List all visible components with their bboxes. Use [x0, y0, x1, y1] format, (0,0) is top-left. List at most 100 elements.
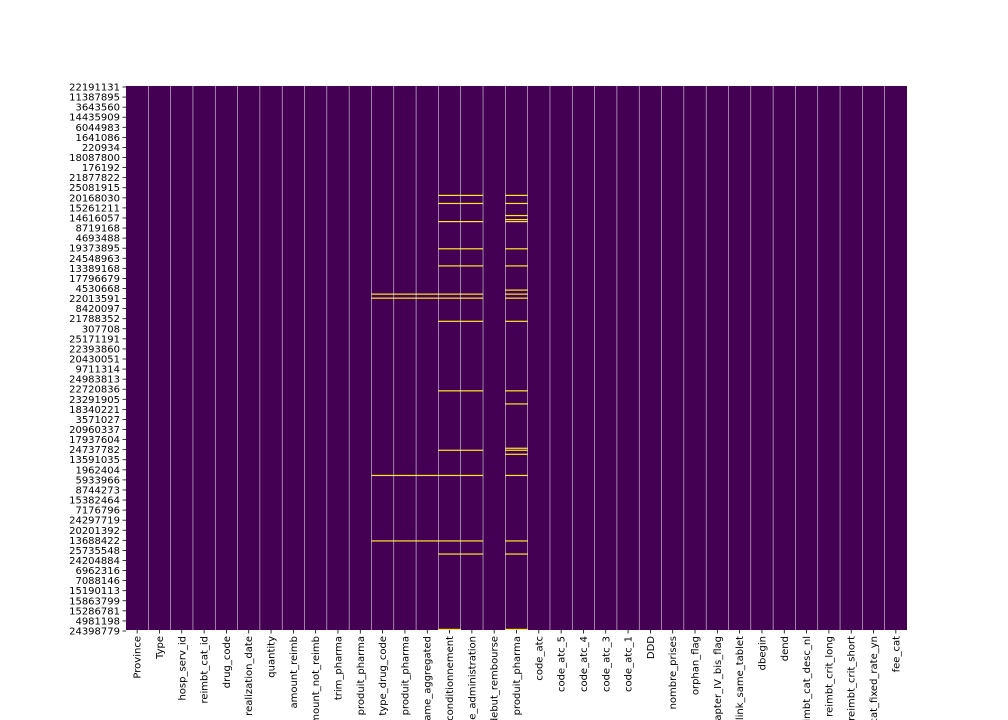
missing-value-mark [438, 265, 461, 267]
y-tick-label: 25171191 [69, 334, 120, 345]
missing-value-mark [460, 320, 484, 322]
y-tick-label: 6962316 [75, 566, 120, 577]
x-tick-label: conditionnement [445, 636, 456, 720]
y-tick-label: 15863799 [69, 596, 120, 607]
missing-value-mark [505, 390, 528, 392]
missing-value-mark [393, 540, 417, 542]
missing-value-mark [505, 202, 528, 205]
y-tick-label: 24737782 [69, 445, 120, 456]
missing-value-mark [393, 297, 417, 299]
missing-value-mark [438, 320, 461, 322]
missing-value-mark [460, 293, 484, 295]
missing-value-mark [371, 540, 394, 542]
y-tick-label: 22720836 [69, 385, 120, 396]
y-tick-label: 23291905 [69, 395, 120, 406]
missing-value-mark [460, 297, 484, 299]
missing-value-mark [460, 202, 484, 205]
x-tick-label: orphan_flag [691, 636, 702, 695]
x-tick-label: produit_pharma [512, 636, 523, 715]
y-tick-label: 21877822 [69, 173, 120, 184]
missing-value-mark [438, 248, 461, 250]
y-tick-label: 7176796 [75, 506, 120, 517]
y-tick-label: 14616057 [69, 213, 120, 224]
missing-value-mark [505, 447, 528, 449]
x-tick-label: trim_pharma [333, 636, 344, 700]
y-tick-label: 6044983 [75, 123, 120, 134]
y-tick-label: 1641086 [75, 133, 120, 144]
y-tick-label: 307708 [82, 324, 120, 335]
missing-value-mark [371, 297, 394, 299]
y-tick-label: 11387895 [69, 93, 120, 104]
missing-value-mark [416, 293, 439, 295]
x-tick-label: fee_cat [891, 636, 902, 672]
y-tick-label: 24297719 [69, 516, 120, 527]
missing-value-mark [438, 194, 461, 196]
missing-value-mark [438, 449, 461, 451]
missing-value-mark [371, 474, 394, 477]
missing-value-mark [460, 449, 484, 451]
x-tick-label: code_atc_4 [579, 636, 590, 692]
y-tick-label: 21788352 [69, 314, 120, 325]
missing-value-mark [505, 248, 528, 250]
x-tick-label: Type [155, 636, 166, 660]
missing-value-mark [505, 289, 528, 291]
y-tick-label: 19373895 [69, 244, 120, 255]
y-tick-label: 22191131 [69, 83, 120, 94]
x-tick-label: link_same_tablet [735, 636, 746, 720]
missing-value-mark [505, 297, 528, 299]
missing-value-mark [505, 540, 528, 542]
missing-value-mark [438, 220, 461, 223]
x-axis: Province Type hosp_serv_id reimbt_cat_id dru… [133, 630, 902, 720]
x-tick-label: code_atc_5 [557, 636, 568, 692]
missing-value-mark [505, 220, 528, 223]
x-tick-label: cat_fixed_rate_yn [869, 636, 880, 720]
missing-value-mark [416, 297, 439, 299]
y-tick-label: 25735548 [69, 546, 120, 557]
y-tick-label: 4981198 [75, 616, 120, 627]
missing-value-mark [460, 194, 484, 196]
x-tick-label: reimbt_cat_desc_nl [802, 636, 813, 720]
y-tick-label: 8719168 [75, 224, 120, 235]
missing-value-mark [505, 628, 528, 630]
x-tick-label: name_aggregated [423, 636, 434, 720]
missing-value-mark [505, 265, 528, 267]
missing-value-mark [438, 474, 461, 477]
missing-value-mark [438, 202, 461, 205]
x-tick-label: produit_pharma [356, 636, 367, 715]
missing-value-mark [438, 390, 461, 392]
missing-value-mark [393, 474, 417, 477]
y-axis: 2219113111387895364356014435909604498316… [69, 83, 126, 638]
missing-value-mark [505, 474, 528, 477]
missing-value-mark [505, 553, 528, 555]
missing-value-mark [505, 453, 528, 455]
y-tick-label: 24983813 [69, 375, 120, 386]
x-tick-label: amount_reimb [289, 636, 300, 709]
y-tick-label: 8420097 [75, 304, 120, 315]
x-tick-label: debut_rembourse [490, 636, 501, 720]
missing-value-mark [438, 540, 461, 542]
y-tick-label: 13688422 [69, 536, 120, 547]
x-tick-label: voie_administration [467, 636, 478, 720]
y-tick-label: 5933966 [75, 475, 120, 486]
y-tick-label: 7088146 [75, 576, 120, 587]
y-tick-label: 13591035 [69, 455, 120, 466]
missing-value-mark [505, 403, 528, 405]
x-tick-label: chapter_IV_bis_flag [713, 636, 724, 720]
y-tick-label: 3643560 [75, 103, 120, 114]
x-tick-label: reimbt_cat_id [200, 636, 211, 704]
y-tick-label: 25081915 [69, 183, 120, 194]
missing-value-mark [505, 218, 528, 221]
missing-value-mark [460, 553, 484, 555]
missing-value-mark [505, 194, 528, 196]
y-tick-label: 4693488 [75, 234, 120, 245]
x-tick-label: Province [133, 636, 144, 679]
missing-value-mark [505, 449, 528, 451]
y-tick-label: 1962404 [75, 465, 120, 476]
x-tick-label: quantity [267, 636, 278, 678]
x-tick-label: code_atc [534, 636, 545, 681]
missing-value-mark [371, 293, 394, 295]
missing-value-mark [416, 540, 439, 542]
x-tick-label: dend [780, 636, 791, 661]
y-tick-label: 15286781 [69, 606, 120, 617]
